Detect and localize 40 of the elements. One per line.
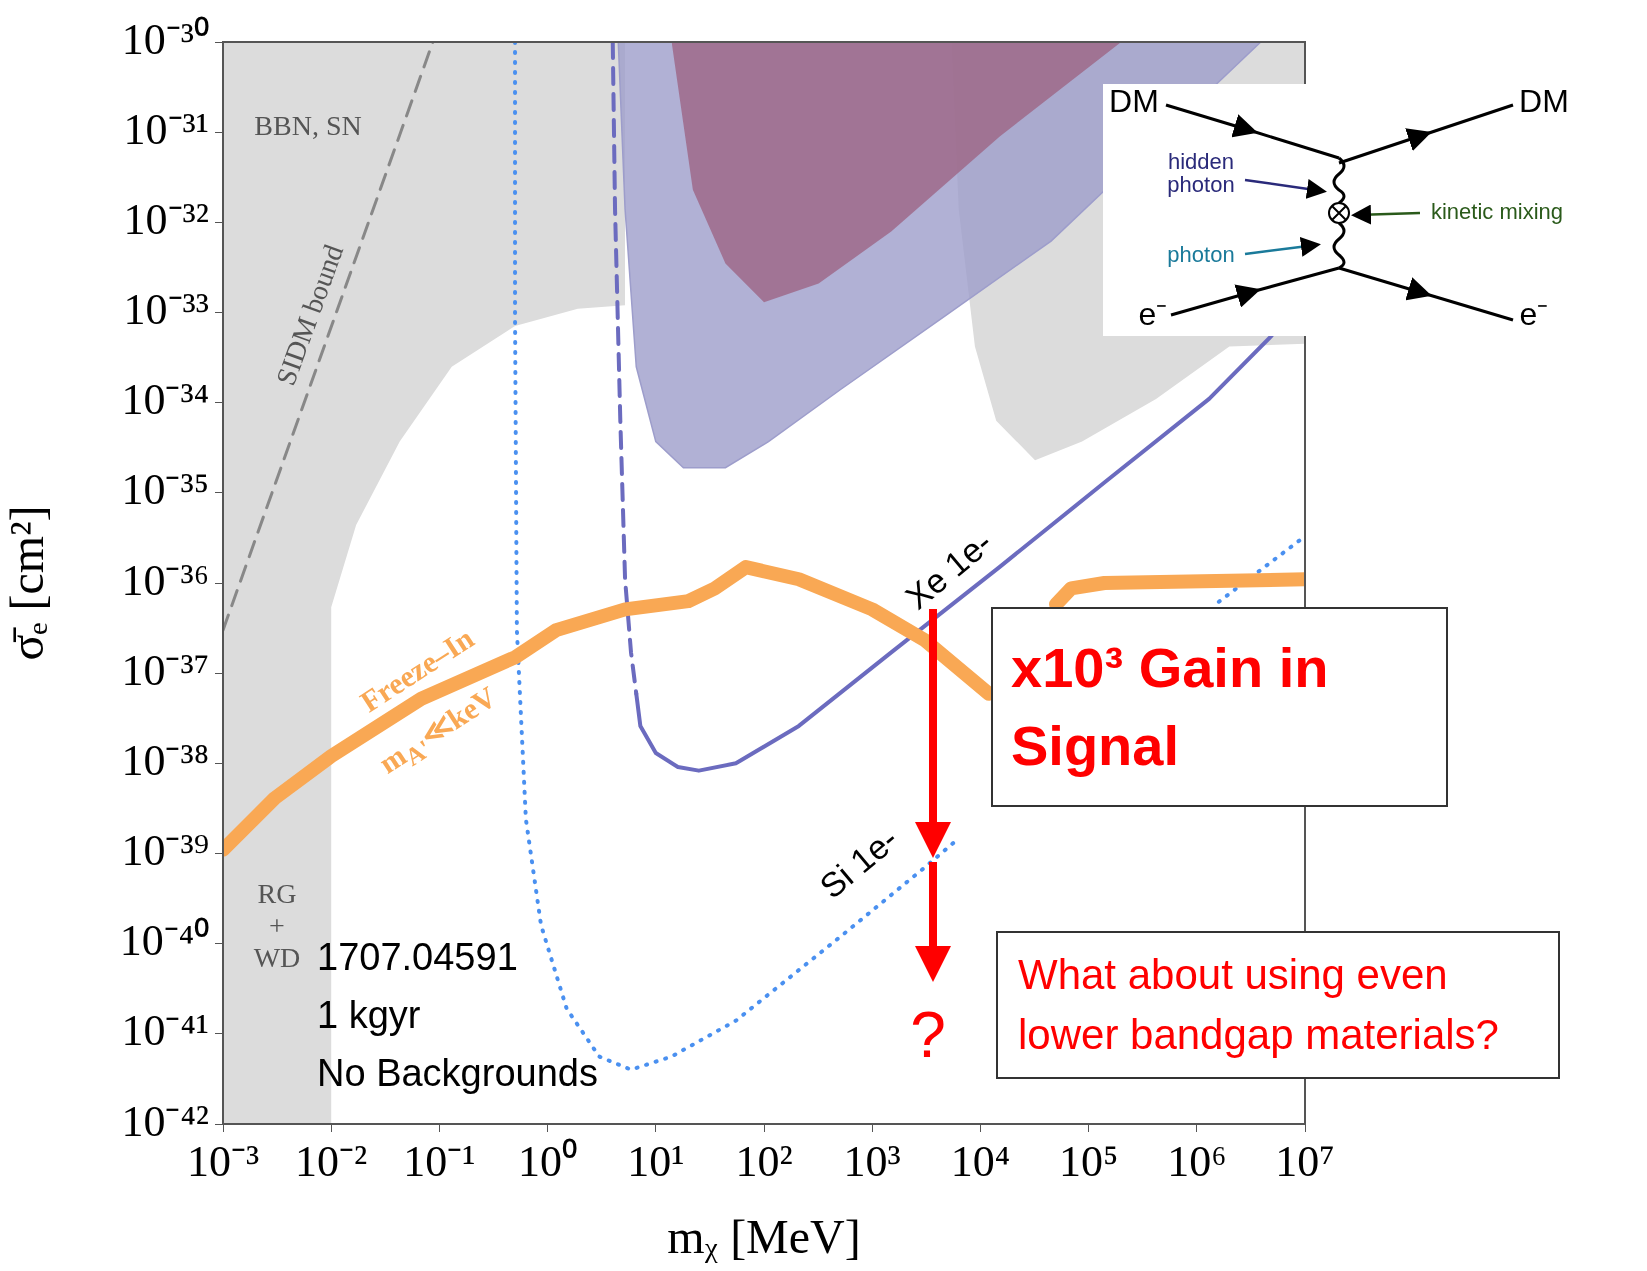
y-tick-label: 10⁻⁴¹	[121, 1006, 209, 1056]
x-tick-label: 10³	[843, 1136, 901, 1186]
annotation: photon	[1166, 242, 1236, 268]
x-axis-title: mᵪ [MeV]	[667, 1209, 861, 1263]
x-tick-label: 10¹	[627, 1136, 685, 1186]
annotation: 1707.04591 1 kgyr No Backgrounds	[317, 935, 598, 1096]
y-tick-label: 10⁻³⁶	[121, 555, 209, 605]
annotation: BBN, SN	[254, 110, 362, 142]
annotation: DM	[1109, 83, 1159, 120]
y-axis-title: σ̄ₑ [cm²]	[0, 505, 54, 661]
text: kinetic mixing	[1430, 199, 1564, 225]
y-tick-label: 10⁻³²	[123, 194, 209, 244]
y-tick-label: 10⁻³⁰	[121, 14, 209, 64]
x-tick-label: 10⁻²	[295, 1136, 368, 1186]
y-tick-label: 10⁻³⁹	[121, 826, 209, 876]
x-tick-label: 10⁶	[1167, 1136, 1227, 1186]
x-tick-label: 10²	[735, 1136, 793, 1186]
x-tick-label: 10⁷	[1275, 1136, 1335, 1186]
annotation: What about using even lower bandgap materials?	[996, 931, 1560, 1079]
x-tick-label: 10⁴	[950, 1136, 1011, 1186]
annotation: RG + WD	[253, 878, 301, 974]
y-tick-label: 10⁻⁴⁰	[119, 916, 209, 966]
y-tick-label: 10⁻³⁷	[121, 645, 209, 695]
text: DM	[1519, 83, 1569, 120]
y-tick-label: 10⁻³⁸	[121, 735, 209, 785]
annotation: Xe 1e-	[898, 522, 1000, 618]
y-tick-label: 10⁻³¹	[123, 104, 209, 154]
x-tick-label: 10⁰	[518, 1136, 578, 1186]
x-tick-label: 10⁻¹	[403, 1136, 476, 1186]
y-tick-label: 10⁻³⁵	[121, 465, 209, 515]
text: e⁻	[1519, 296, 1549, 333]
annotation: Si 1e-	[812, 819, 906, 907]
annotation: SIDM bound	[269, 240, 351, 390]
annotation: e⁻	[1138, 296, 1168, 333]
y-tick-label: 10⁻³³	[123, 285, 209, 335]
x-tick-label: 10⁵	[1058, 1136, 1119, 1186]
annotation: x10³ Gain in Signal	[1011, 636, 1329, 777]
y-tick-label: 10⁻³⁴	[121, 375, 209, 425]
annotation: hidden photon	[1166, 148, 1236, 197]
annotation: ?	[910, 998, 946, 1072]
